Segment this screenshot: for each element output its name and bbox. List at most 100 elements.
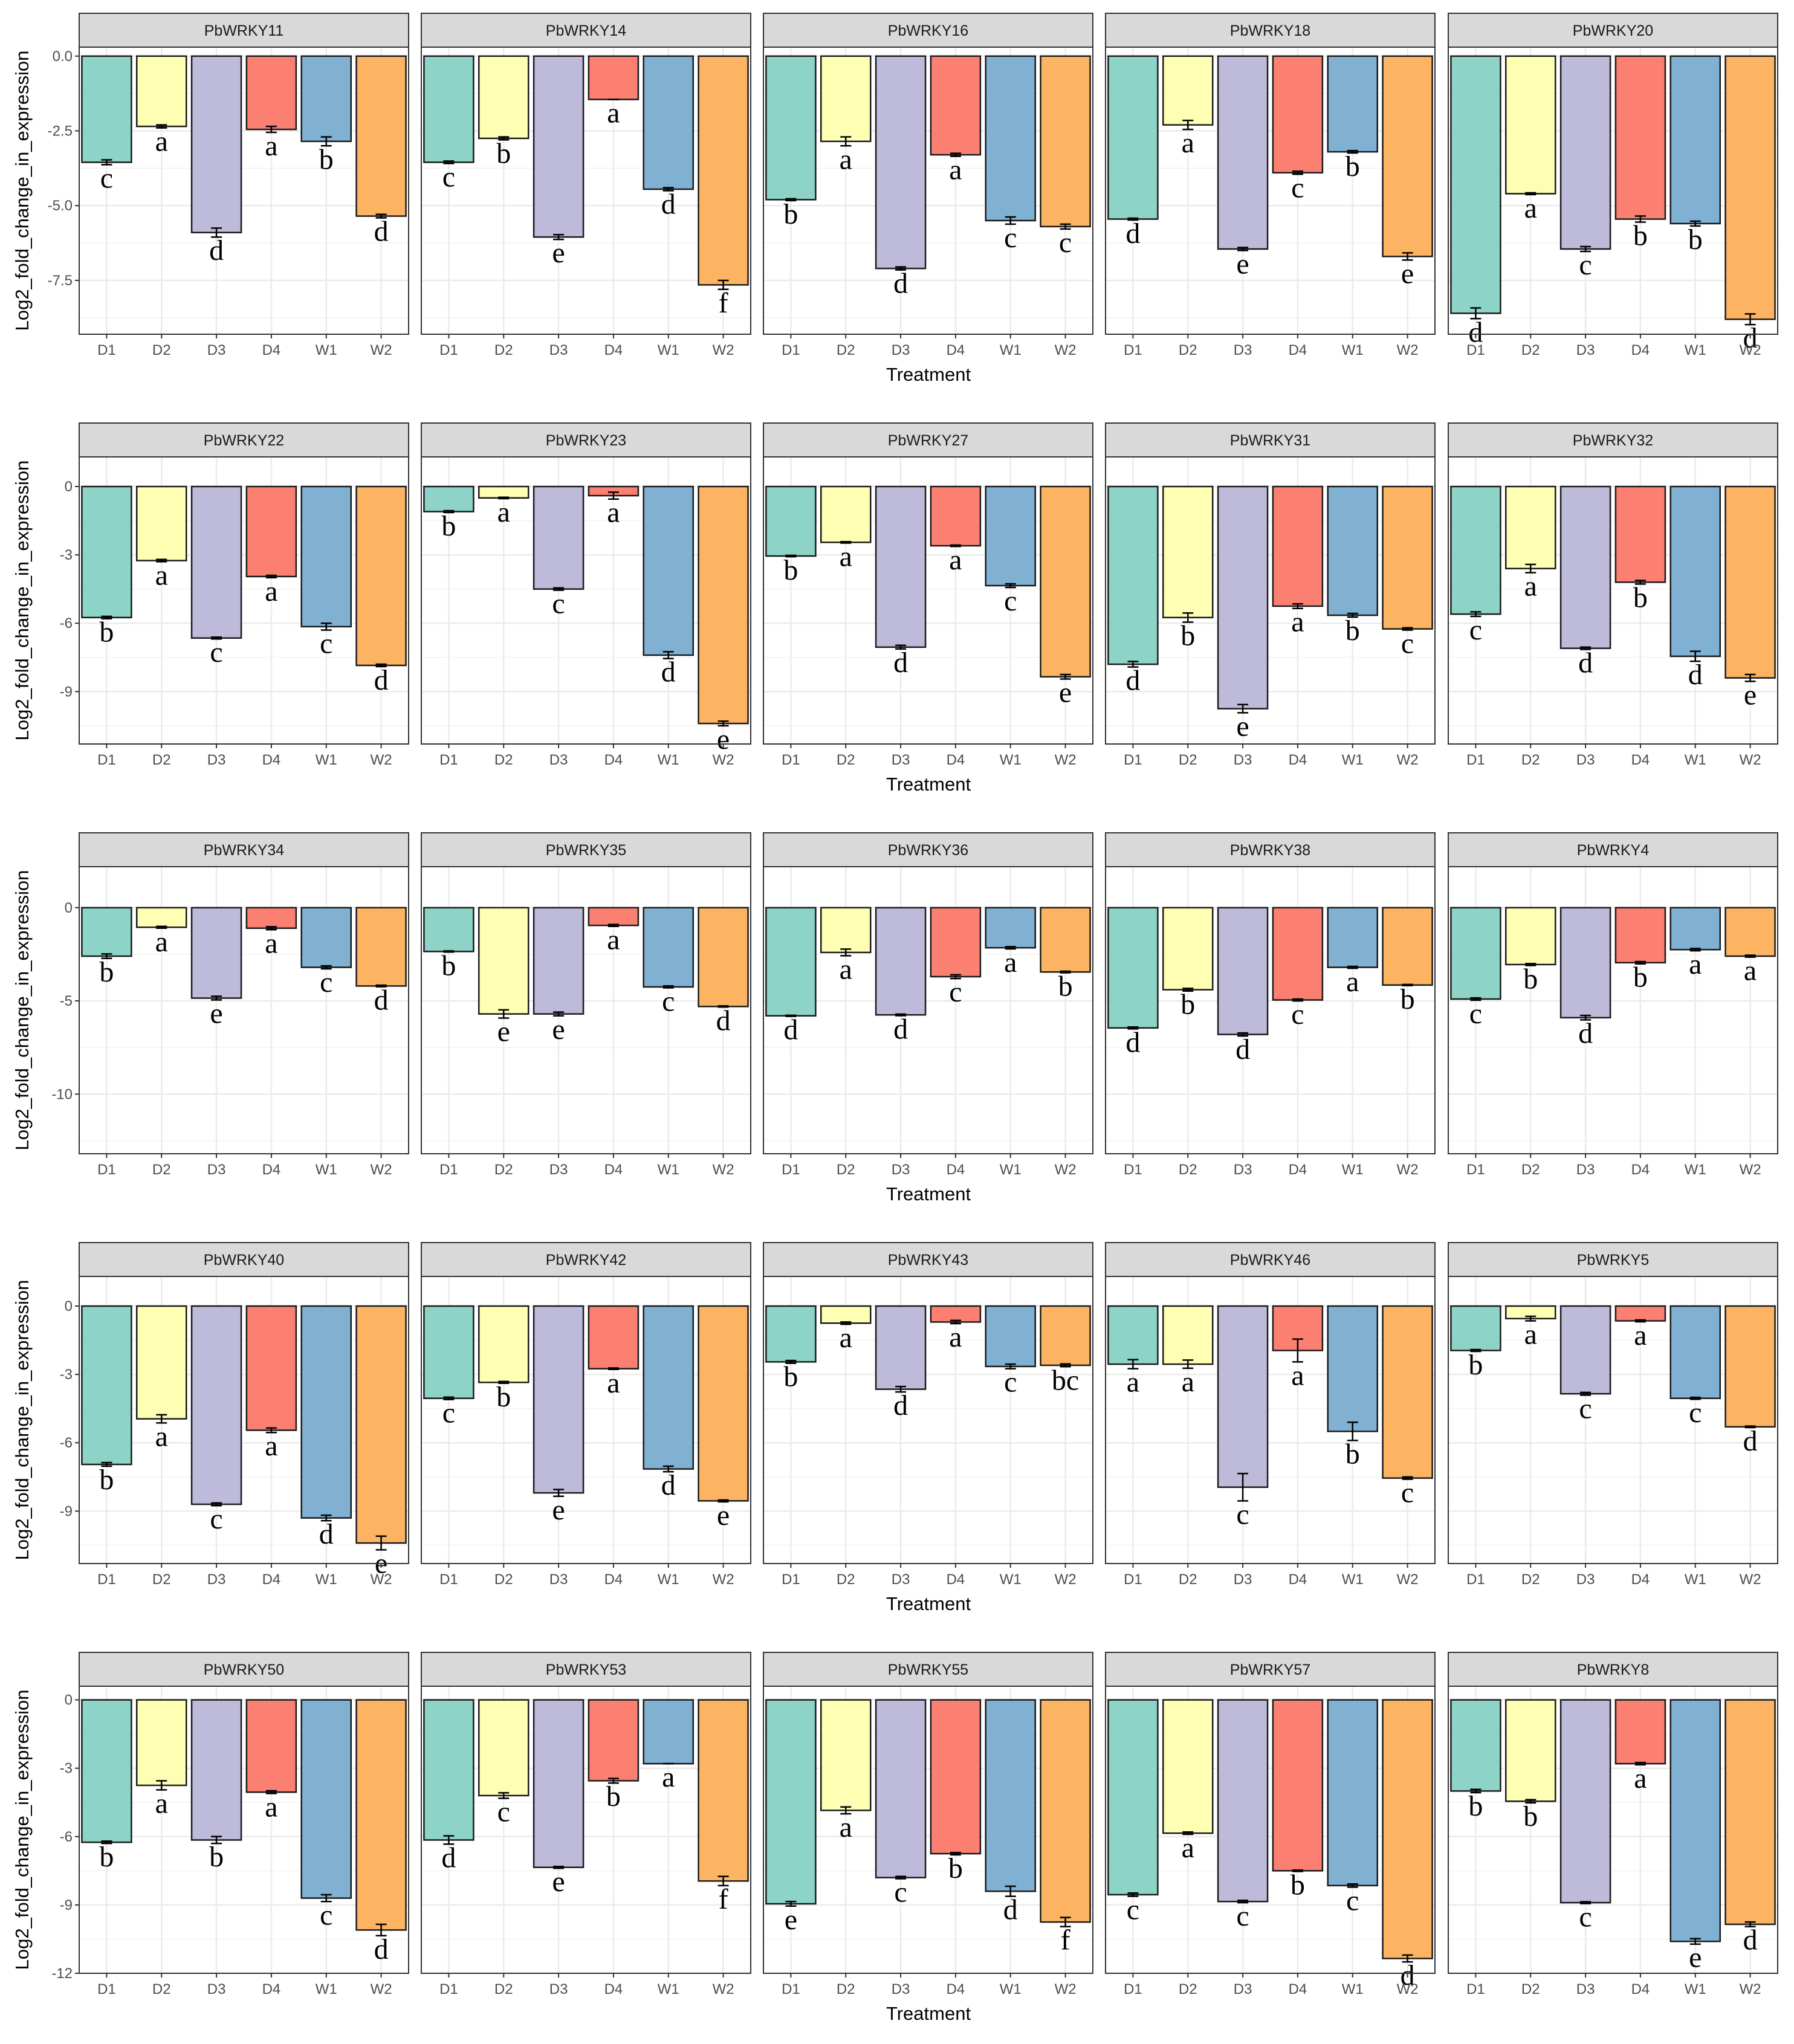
significance-letter: a	[265, 575, 277, 607]
error-bar	[1689, 650, 1701, 662]
error-bar	[785, 1359, 797, 1364]
facet-title: PbWRKY5	[1577, 1252, 1649, 1269]
error-bar	[375, 213, 387, 219]
facet-row-3: Log2_fold_change_in_expression 0 -5 -10 PbWR…	[11, 832, 1778, 1205]
error-bar	[662, 985, 674, 989]
facet-panel: PbWRKY18 d a e c b e D1 D2 D3 D4 W1 W2	[1105, 13, 1436, 358]
x-tick-label: D2	[494, 1162, 513, 1178]
error-bar	[1525, 963, 1537, 966]
error-bar	[1689, 1396, 1701, 1400]
x-tick-label: D1	[439, 1162, 458, 1178]
bar-d2	[1505, 55, 1556, 195]
x-tick-label: D3	[549, 752, 568, 768]
facet-panel: PbWRKY42 c b e a d e D1 D2 D3 D4 W1 W2	[421, 1242, 751, 1588]
x-tick-label: D4	[604, 1981, 623, 1997]
facet-strip	[79, 832, 409, 867]
error-bar	[156, 925, 167, 930]
significance-letter: a	[155, 126, 168, 158]
facet-strip	[763, 832, 1093, 867]
x-tick-label: W2	[1740, 342, 1761, 358]
error-bar	[1127, 217, 1139, 221]
bar-d2	[136, 1699, 187, 1787]
error-bar	[785, 1901, 797, 1907]
y-tick-label: -10	[51, 1086, 73, 1102]
x-tick-label: W2	[713, 1571, 734, 1588]
x-tick-label: D2	[494, 752, 513, 768]
significance-letter: c	[1579, 1901, 1592, 1933]
facet-panel: PbWRKY46 a a c a b c D1 D2 D3 D4 W1 W2	[1105, 1242, 1436, 1588]
bar-d3	[1559, 1699, 1611, 1904]
x-tick-label: D2	[1521, 752, 1540, 768]
significance-letter: a	[607, 497, 620, 529]
bar-w1	[300, 907, 352, 968]
error-bar	[1005, 946, 1016, 950]
facet-panel: PbWRKY16 b a d a c c D1 D2 D3 D4 W1 W2	[763, 13, 1093, 358]
error-bar	[840, 136, 852, 147]
error-bar	[1182, 988, 1194, 992]
bar-d4	[1272, 485, 1324, 607]
facet-row-4: Log2_fold_change_in_expression 0 -3 -6 -9 PbW…	[11, 1242, 1778, 1614]
bar-w2	[1040, 907, 1091, 973]
y-tick-label: -7.5	[48, 273, 73, 289]
x-tick-label: W1	[1685, 1981, 1706, 1997]
error-bar	[443, 1835, 455, 1845]
error-bar	[1470, 307, 1482, 320]
error-bar	[1182, 119, 1194, 131]
x-tick-label: D1	[97, 342, 116, 358]
error-bar	[1470, 1788, 1482, 1794]
panel-background	[1448, 47, 1778, 334]
y-tick-label: 0	[65, 1692, 73, 1709]
bar-w1	[300, 485, 352, 628]
bar-d1	[765, 55, 817, 201]
x-tick-label: D2	[837, 342, 855, 358]
x-tick-label: D1	[782, 1162, 800, 1178]
x-tick-label: D1	[97, 1981, 116, 1997]
bar-d4	[245, 485, 297, 578]
bar-w2	[1382, 907, 1433, 986]
x-tick-label: D1	[439, 342, 458, 358]
bar-w2	[355, 485, 407, 667]
significance-letter: a	[265, 1791, 277, 1823]
x-tick-label: D1	[1124, 342, 1142, 358]
panel-border	[1448, 1276, 1778, 1564]
bar-w2	[698, 1305, 749, 1502]
panel-border	[763, 1686, 1093, 1974]
error-bar	[840, 1806, 852, 1815]
error-bar	[1237, 247, 1249, 251]
error-bar	[101, 159, 112, 166]
error-bar	[553, 1865, 565, 1869]
x-tick-label: W1	[658, 1162, 679, 1178]
significance-letter: c	[442, 161, 455, 193]
significance-letter: e	[552, 237, 565, 269]
x-tick-label: D4	[262, 1571, 281, 1588]
error-bar	[1402, 1954, 1413, 1963]
bar-w1	[300, 55, 352, 143]
error-bar	[1060, 223, 1071, 230]
error-bar	[1402, 983, 1413, 987]
significance-letter: a	[265, 130, 277, 162]
error-bar	[1470, 1348, 1482, 1353]
x-tick-label: D4	[604, 752, 623, 768]
x-tick-label: D3	[207, 1571, 226, 1588]
error-bar	[1402, 627, 1413, 631]
error-bar	[950, 1319, 961, 1325]
error-bar	[1060, 673, 1071, 680]
error-bar	[1005, 583, 1016, 589]
panel-border	[1105, 456, 1436, 745]
panel-background	[763, 867, 1093, 1154]
panel-border	[763, 866, 1093, 1154]
significance-letter: b	[99, 1464, 114, 1496]
bar-d3	[1559, 1305, 1611, 1395]
bar-d1	[423, 1699, 474, 1841]
error-bar	[1525, 1315, 1537, 1322]
x-tick-label: W2	[1740, 1571, 1761, 1588]
significance-letter: a	[949, 1321, 962, 1353]
error-bar	[1580, 1391, 1592, 1396]
bar-d2	[1505, 907, 1556, 966]
error-bar	[553, 587, 565, 591]
error-bar	[553, 1011, 565, 1017]
error-bar	[1005, 1363, 1016, 1370]
x-axis-title: Treatment	[886, 1593, 971, 1614]
facet-strip	[1448, 1652, 1778, 1687]
error-bar	[1237, 1032, 1249, 1037]
